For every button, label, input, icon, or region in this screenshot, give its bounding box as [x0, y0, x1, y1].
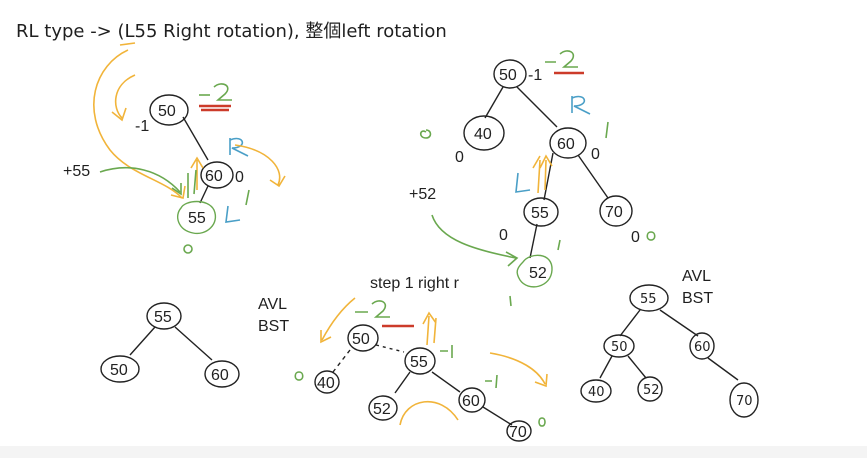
svg-text:55: 55 [154, 309, 172, 326]
label-avl2-line2: BST [682, 290, 714, 307]
tree1-bf-mid: 0 [235, 169, 244, 186]
svg-text:55: 55 [640, 292, 657, 307]
svg-text:50: 50 [611, 340, 628, 355]
page-title: RL type -> (L55 Right rotation), 整個left … [16, 21, 447, 42]
tree1-edge-mid-leaf [199, 185, 209, 204]
svg-text:52: 52 [529, 265, 547, 282]
tree5 [580, 284, 759, 418]
tree1 [149, 94, 234, 235]
tree2-bf-root: -1 [528, 67, 542, 84]
tree2-node-left [463, 115, 505, 151]
label-avl1-line2: BST [258, 318, 290, 335]
tree1-node-root [149, 94, 189, 126]
tree2-node-new [516, 254, 553, 288]
svg-text:55: 55 [531, 205, 549, 222]
svg-text:50: 50 [499, 67, 517, 84]
tree1-blue-R [229, 137, 249, 157]
tree4 [314, 324, 532, 442]
tree2-labels: 50 40 60 55 70 52 -1 0 0 0 0 [455, 67, 640, 282]
tree2-node-root [493, 59, 527, 89]
tree2-node-rl [523, 197, 559, 227]
tree1-node-leaf [177, 200, 217, 235]
tree1-bf-root: -1 [135, 118, 149, 135]
tree5-labels: 55 50 60 40 52 70 [588, 292, 753, 409]
tree1-root-value: 50 [158, 103, 176, 120]
tree2 [463, 59, 633, 288]
svg-text:60: 60 [211, 367, 229, 384]
tree2-bf-right: 0 [591, 146, 600, 163]
svg-text:60: 60 [557, 136, 575, 153]
tree1-labels: 50 60 55 -1 0 [135, 103, 244, 227]
svg-text:70: 70 [605, 204, 623, 221]
svg-text:52: 52 [643, 383, 660, 398]
tree1-green-minus2 [199, 83, 232, 101]
svg-text:60: 60 [694, 340, 711, 355]
svg-text:40: 40 [588, 385, 605, 400]
tree4-marks [294, 297, 548, 427]
tree1-green-arrow [99, 166, 250, 254]
label-avl2-line1: AVL [682, 268, 712, 285]
svg-text:40: 40 [474, 126, 492, 143]
label-plus55: +55 [63, 163, 91, 180]
tree2-marks [419, 50, 656, 307]
svg-text:60: 60 [462, 393, 480, 410]
tree1-orange-arrows [93, 42, 286, 199]
svg-text:50: 50 [110, 362, 128, 379]
tree1-mid-value: 60 [205, 168, 223, 185]
tree4-labels: 50 40 55 52 60 70 [317, 331, 527, 441]
tree2-node-rr [599, 195, 633, 227]
tree2-bf-left: 0 [455, 149, 464, 166]
tree1-blue-L [225, 205, 241, 223]
bottom-strip [0, 446, 867, 458]
tree2-bf-rr: 0 [631, 229, 640, 246]
label-plus52: +52 [409, 186, 436, 203]
svg-text:70: 70 [509, 424, 527, 441]
tree2-bf-rl: 0 [499, 227, 508, 244]
svg-text:50: 50 [352, 331, 370, 348]
tree1-node-mid [200, 161, 234, 189]
label-step1: step 1 right r [370, 275, 460, 292]
svg-text:55: 55 [410, 354, 428, 371]
tree3 [100, 302, 240, 388]
tree3-labels: 55 50 60 [110, 309, 229, 384]
svg-text:70: 70 [736, 394, 753, 409]
tree2-node-right [549, 127, 587, 159]
tree1-leaf-value: 55 [188, 210, 206, 227]
label-avl1-line1: AVL [258, 296, 288, 313]
svg-text:52: 52 [373, 401, 391, 418]
svg-text:40: 40 [317, 375, 335, 392]
tree1-edge-root-mid [182, 116, 209, 161]
tree1-red-mark [199, 104, 231, 112]
